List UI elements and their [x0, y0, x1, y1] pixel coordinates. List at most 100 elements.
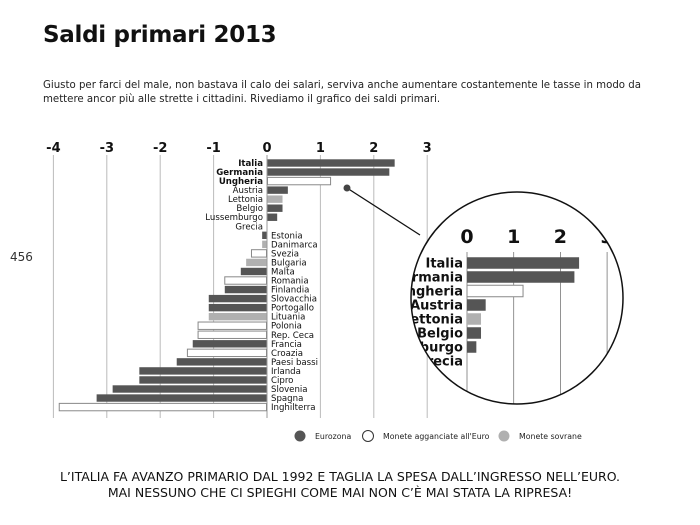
- bar-croazia: [186, 348, 267, 358]
- category-label: Rep. Ceca: [271, 331, 314, 341]
- page-title: Saldi primari 2013: [43, 22, 277, 48]
- bar-lussemburgo: [267, 213, 278, 221]
- bar-lituania: [208, 312, 267, 321]
- legend-label: Monete sovrane: [519, 432, 582, 441]
- bar-ungheria: [267, 176, 332, 186]
- bar-paesi-bassi: [176, 358, 267, 366]
- category-label: Belgio: [236, 204, 263, 214]
- legend-swatch: [498, 430, 510, 442]
- category-label: Bulgaria: [271, 258, 307, 268]
- bar-finlandia: [224, 285, 267, 294]
- magnifier-content: 0 1 2 3 ItaliaGermaniaUngheriaAustriaLettoni…: [364, 226, 614, 404]
- category-label: Italia: [238, 159, 263, 169]
- magnifier-tick-label: 3: [600, 226, 613, 248]
- footer-caption: L’ITALIA FA AVANZO PRIMARIO DAL 1992 E T…: [0, 469, 680, 501]
- category-label: Estonia: [271, 231, 303, 241]
- bar-slovacchia: [208, 294, 267, 303]
- magnifier-label: Grecia: [416, 355, 463, 370]
- category-label: Croazia: [271, 349, 303, 359]
- magnifier-bar: [466, 284, 524, 298]
- bar-polonia: [197, 321, 267, 330]
- magnifier-label: Austria: [410, 299, 463, 314]
- bar-spagna: [96, 394, 267, 402]
- category-label: Danimarca: [271, 240, 318, 250]
- x-tick-label: 1: [316, 141, 325, 156]
- bar-cipro: [139, 376, 267, 384]
- category-label: Francia: [271, 340, 302, 350]
- category-label: Slovenia: [271, 385, 308, 395]
- magnifier-bar: [467, 313, 482, 325]
- footer-line-2: MAI NESSUNO CHE CI SPIEGHI COME MAI NON …: [107, 485, 573, 500]
- bar-irlanda: [139, 367, 267, 375]
- x-tick-label: -4: [46, 141, 60, 156]
- magnifier-bar: [467, 327, 482, 339]
- bar-belgio: [267, 204, 283, 212]
- category-label: Finlandia: [271, 286, 309, 296]
- x-tick-label: 2: [369, 141, 378, 156]
- legend-label: Monete agganciate all'Euro: [383, 432, 490, 441]
- legend-swatch: [294, 430, 306, 442]
- bars: [58, 159, 395, 412]
- magnifier-bg: [411, 192, 623, 404]
- magnifier-tick-label: 0: [460, 226, 473, 248]
- description: Giusto per farci del male, non bastava i…: [43, 80, 641, 105]
- magnifier-tick-label: 1: [507, 226, 520, 248]
- bar-romania: [224, 276, 267, 285]
- leader-line: [346, 187, 421, 236]
- magnifier-border: [410, 191, 624, 405]
- category-label: Ungheria: [219, 177, 263, 187]
- bar-svezia: [250, 249, 267, 258]
- category-label: Lussemburgo: [205, 213, 263, 223]
- category-label: Paesi bassi: [271, 358, 318, 368]
- category-label: Portogallo: [271, 304, 314, 314]
- bar-lettonia: [267, 195, 283, 203]
- bar-italia: [267, 159, 395, 167]
- category-labels: ItaliaGermaniaUngheriaAustriaLettoniaBel…: [205, 159, 318, 413]
- legend-label: Eurozona: [315, 432, 351, 441]
- x-tick-label: 0: [262, 141, 271, 156]
- bar-francia: [192, 340, 267, 348]
- category-label: Romania: [271, 277, 309, 287]
- category-label: Lituania: [271, 313, 305, 323]
- magnifier-label: Belgio: [417, 327, 463, 342]
- x-tick-label: -3: [100, 141, 114, 156]
- x-tick-label: -2: [153, 141, 167, 156]
- category-label: Cipro: [271, 376, 293, 386]
- page-number: 456: [10, 250, 33, 264]
- category-label: Spagna: [271, 394, 303, 404]
- leader-dot: [343, 184, 351, 192]
- bar-malta: [240, 267, 267, 276]
- magnifier-leader: [343, 184, 421, 236]
- bar-slovenia: [112, 385, 267, 393]
- legend: Eurozona Monete agganciate all'Euro Monete…: [294, 430, 582, 442]
- x-tick-label: -1: [206, 141, 220, 156]
- magnifier-label: Lussemburgo: [364, 341, 463, 356]
- x-tick-label: 3: [423, 141, 432, 156]
- category-label: Austria: [233, 186, 263, 196]
- magnifier: 0 1 2 3 ItaliaGermaniaUngheriaAustriaLettoni…: [364, 191, 624, 405]
- magnifier-label: Germania: [392, 271, 463, 286]
- category-label: Polonia: [271, 322, 302, 332]
- category-label: Inghilterra: [271, 403, 316, 413]
- category-label: Irlanda: [271, 367, 301, 377]
- category-label: Svezia: [271, 249, 299, 259]
- bar-danimarca: [262, 240, 267, 249]
- x-axis-ticks: -4 -3 -2 -1 0 1 2 3: [46, 141, 432, 156]
- bar-estonia: [262, 231, 267, 240]
- magnifier-bar: [467, 257, 580, 269]
- magnifier-bar: [467, 299, 486, 311]
- category-label: Malta: [271, 267, 295, 277]
- bar-inghilterra: [58, 402, 267, 412]
- magnifier-tick-label: 2: [554, 226, 567, 248]
- magnifier-label: Ungheria: [396, 285, 463, 300]
- magnifier-bar: [467, 341, 477, 353]
- bar-bulgaria: [246, 258, 267, 267]
- magnifier-label: Italia: [425, 257, 463, 272]
- bar-germania: [267, 168, 390, 176]
- bar-portogallo: [208, 303, 267, 312]
- bar-rep-ceca: [197, 330, 267, 339]
- bar-austria: [267, 186, 288, 194]
- magnifier-bar: [467, 271, 575, 283]
- category-label: Germania: [216, 168, 263, 178]
